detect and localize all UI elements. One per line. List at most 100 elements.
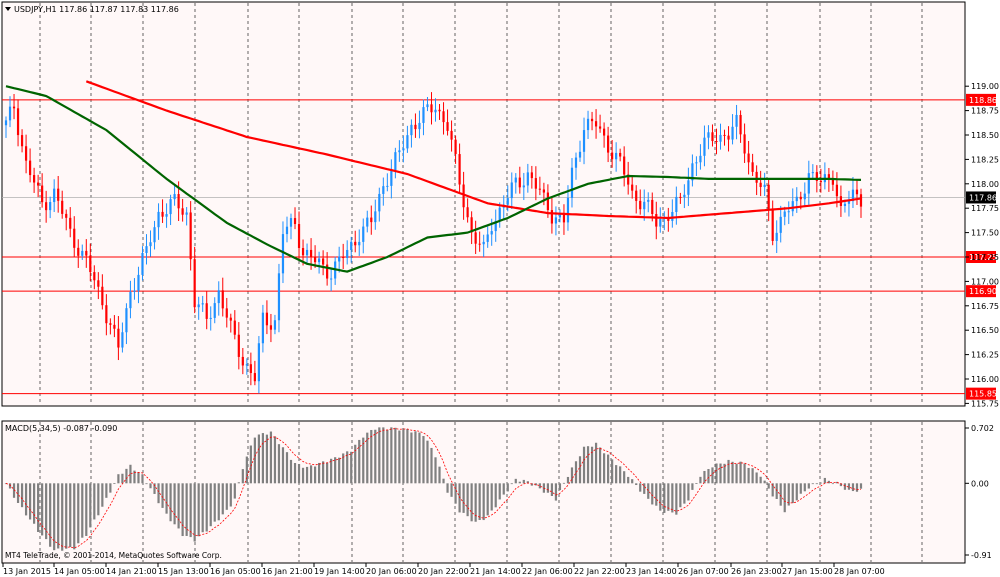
candle-down	[747, 153, 750, 163]
macd-bar	[582, 446, 586, 484]
macd-bar	[334, 457, 337, 484]
candle-up	[558, 214, 562, 218]
macd-bar	[703, 470, 706, 484]
candle-up	[687, 180, 690, 195]
macd-bar	[269, 431, 273, 484]
macd-bar	[185, 483, 188, 536]
macd-bar	[414, 431, 417, 484]
candle-down	[759, 182, 762, 188]
macd-bar	[285, 452, 289, 484]
macd-bar	[490, 483, 493, 511]
macd-bar	[45, 483, 48, 540]
macd-bar	[687, 483, 690, 501]
candle-down	[815, 172, 818, 181]
price-level-label: 116.90	[969, 287, 997, 296]
candle-down	[819, 180, 822, 183]
macd-bar	[197, 483, 200, 537]
macd-bar	[518, 481, 521, 484]
candle-up	[578, 151, 582, 158]
macd-bar	[602, 453, 606, 484]
price-axis-label: 118.25	[971, 155, 999, 164]
candle-down	[639, 200, 642, 210]
candle-up	[277, 273, 281, 321]
candle-down	[831, 179, 834, 185]
macd-bar	[8, 483, 12, 489]
macd-bar	[466, 483, 469, 517]
candle-up	[494, 220, 497, 232]
candle-down	[57, 188, 60, 201]
macd-bar	[550, 483, 554, 496]
macd-axis-label: 0.702	[971, 424, 994, 433]
candle-down	[293, 218, 297, 225]
macd-bar	[342, 453, 345, 484]
macd-bar	[787, 483, 790, 506]
macd-bar	[105, 483, 108, 498]
macd-bar	[815, 483, 818, 485]
macd-bar	[442, 478, 445, 484]
candle-down	[546, 192, 550, 211]
macd-axis-label: -0.91	[971, 551, 992, 560]
macd-bar	[651, 483, 654, 505]
macd-bar	[281, 447, 285, 484]
price-axis-label: 117.00	[971, 277, 999, 286]
macd-bar	[398, 430, 401, 484]
candle-down	[109, 323, 112, 325]
candle-up	[554, 217, 558, 224]
macd-bar	[28, 483, 32, 520]
price-level-label-bg	[966, 285, 996, 298]
macd-bar	[382, 427, 385, 484]
time-axis-label: 16 Jan 21:00	[262, 567, 313, 576]
candle-up	[735, 114, 738, 127]
candle-up	[703, 137, 706, 156]
macd-bar	[309, 465, 313, 484]
candle-up	[803, 193, 806, 200]
macd-bar	[675, 483, 678, 515]
macd-bar	[61, 483, 64, 551]
candle-up	[125, 308, 128, 333]
macd-bar	[410, 432, 413, 484]
candle-up	[374, 211, 377, 223]
price-level-label-bg	[966, 93, 996, 106]
macd-bar	[855, 483, 859, 492]
macd-bar	[101, 483, 104, 507]
time-axis-label: 21 Jan 14:00	[470, 567, 521, 576]
candle-down	[631, 184, 634, 191]
macd-bar	[73, 483, 76, 550]
macd-bar	[719, 463, 722, 484]
candle-down	[45, 202, 48, 211]
macd-bar	[37, 483, 40, 532]
time-axis-label: 22 Jan 22:00	[574, 567, 625, 576]
macd-bar	[707, 469, 710, 484]
candle-down	[301, 248, 305, 256]
candle-down	[69, 217, 72, 229]
macd-bar	[370, 429, 373, 484]
candle-up	[382, 186, 385, 194]
candle-down	[470, 217, 473, 233]
candle-up	[165, 214, 168, 217]
macd-bar	[747, 467, 750, 484]
candle-up	[281, 234, 285, 274]
macd-bar	[570, 467, 574, 484]
candle-down	[105, 305, 108, 324]
macd-bar	[213, 483, 216, 522]
macd-bar	[574, 461, 578, 484]
candle-up	[482, 241, 485, 245]
macd-bar	[301, 467, 305, 484]
macd-bar	[615, 465, 618, 484]
macd-bar	[378, 427, 381, 484]
candle-up	[201, 303, 204, 305]
macd-bar	[69, 483, 72, 548]
candle-up	[398, 150, 401, 153]
macd-bar	[611, 459, 614, 484]
candle-up	[358, 241, 361, 246]
chart-menu-triangle-icon[interactable]	[5, 7, 11, 11]
ma-fast-line	[5, 85, 862, 273]
candle-down	[16, 108, 20, 136]
candle-up	[390, 170, 393, 186]
macd-bar	[145, 483, 148, 485]
candle-down	[326, 264, 329, 279]
macd-signal-line	[5, 428, 862, 549]
macd-bar	[803, 483, 806, 492]
macd-bar	[221, 483, 224, 515]
